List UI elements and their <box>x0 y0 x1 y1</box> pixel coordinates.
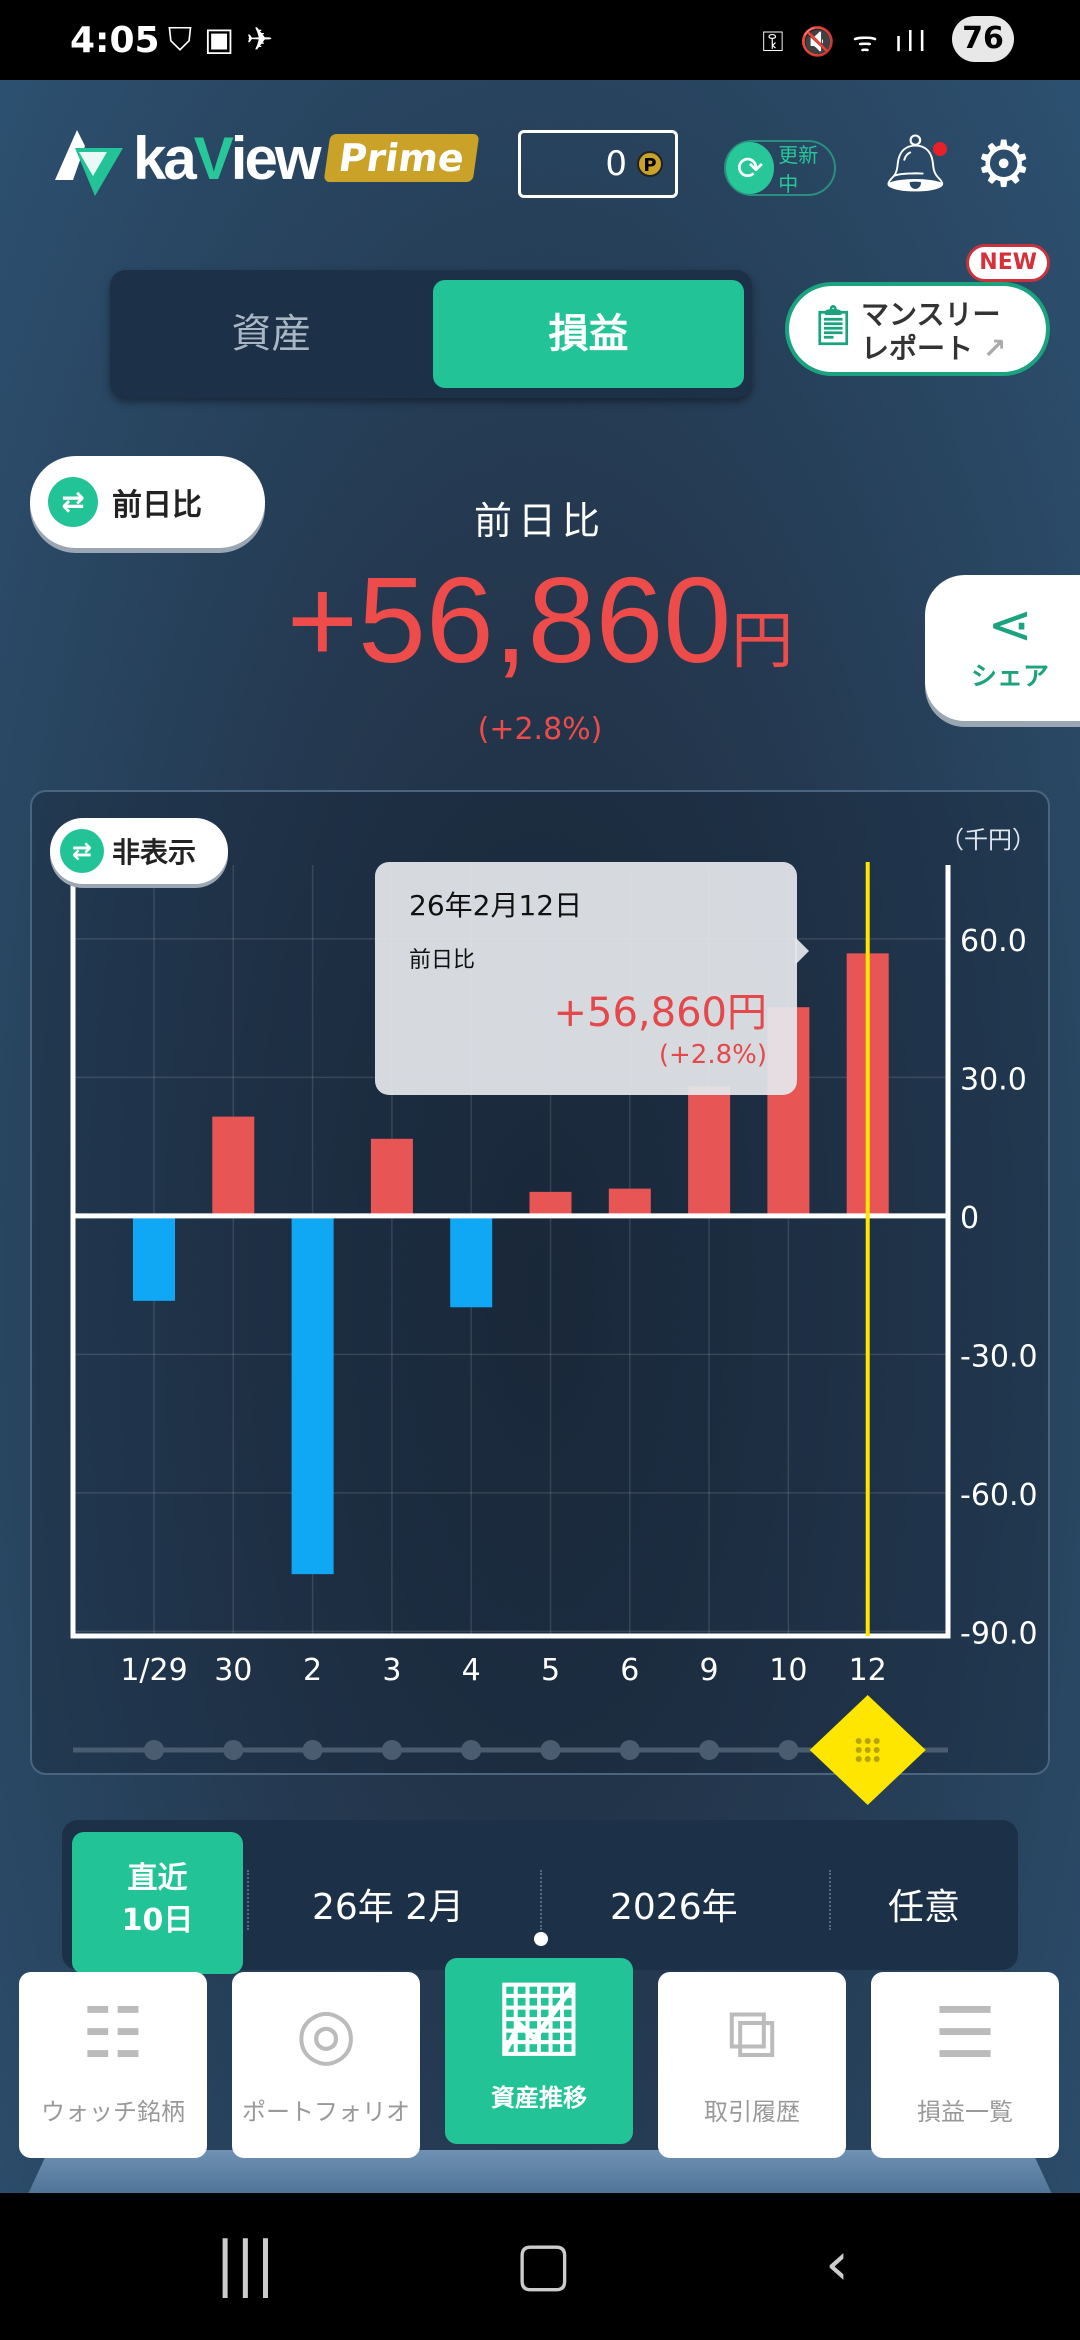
nav-pl-list[interactable]: ☰ 損益一覧 <box>871 1972 1059 2158</box>
refresh-icon: ⟳ <box>726 142 775 194</box>
monthly-report-label-2: レポート ↗ <box>861 332 1007 365</box>
tooltip-value: +56,860円 <box>553 990 767 1036</box>
list-icon: ☰ <box>933 1992 997 2074</box>
system-icons: ⚿ 🔇 ᯤ ıll <box>762 25 930 58</box>
compare-mode-toggle[interactable]: ⇄ 前日比 <box>30 456 265 548</box>
status-time: 4:05 <box>70 20 160 61</box>
hide-amount-label: 非表示 <box>112 836 197 869</box>
nav-trade-history[interactable]: ⧉ 取引履歴 <box>658 1972 846 2158</box>
status-bar: 4:05 ⛉▣✈ ⚿ 🔇 ᯤ ıll 76 <box>0 0 1080 80</box>
share-icon: ⋖ <box>987 593 1033 656</box>
prime-badge: Prime <box>323 134 479 182</box>
swap-icon: ⇄ <box>60 829 104 873</box>
auto-update-toggle[interactable]: ⟳ 更新中 <box>724 140 836 196</box>
divider <box>540 1870 542 1930</box>
system-nav-bar: ||| ▢ ‹ <box>0 2193 1080 2340</box>
chart-tooltip: 26年2月12日 前日比 +56,860円 (+2.8%) <box>375 862 809 1095</box>
share-label: シェア <box>970 662 1049 692</box>
update-label: 更新中 <box>778 143 819 196</box>
external-link-icon: ↗ <box>982 332 1007 365</box>
portfolio-icon: ◎ <box>295 1992 357 2074</box>
tab-assets[interactable]: 資産 <box>231 311 312 357</box>
compare-mode-label: 前日比 <box>112 488 202 523</box>
period-selector: 直近 10日 26年 2月 2026年 任意 <box>62 1820 1018 1974</box>
period-month[interactable]: 26年 2月 <box>312 1887 465 1928</box>
watchlist-icon: ☷ <box>81 1992 145 2074</box>
battery-indicator: 76 <box>952 16 1014 62</box>
notification-bell-icon[interactable]: 🔔︎ <box>880 131 952 196</box>
unread-dot <box>933 142 948 156</box>
swap-icon: ⇄ <box>48 477 98 527</box>
app-logo: kaView Prime <box>45 118 479 198</box>
nav-watchlist[interactable]: ☷ ウォッチ銘柄 <box>19 1972 207 2158</box>
tooltip-label: 前日比 <box>409 948 476 973</box>
summary-value: +56,860円 <box>286 552 794 688</box>
monthly-report-button[interactable]: 📋︎ マンスリー レポート ↗ NEW <box>785 244 1050 376</box>
logo-mark-icon <box>55 130 123 196</box>
recent-apps-button[interactable]: ||| <box>215 2229 276 2299</box>
notification-icons: ⛉▣✈ <box>168 20 286 58</box>
tooltip-percent: (+2.8%) <box>658 1040 767 1070</box>
history-icon: ⧉ <box>727 1992 777 2074</box>
period-custom[interactable]: 任意 <box>888 1887 961 1928</box>
nav-asset-trend[interactable]: 📈︎ 資産推移 <box>445 1958 633 2144</box>
points-balance[interactable]: 0 P <box>518 130 678 198</box>
share-button[interactable]: ⋖ シェア <box>925 575 1080 721</box>
nav-portfolio[interactable]: ◎ ポートフォリオ <box>232 1972 420 2158</box>
settings-gear-icon[interactable]: ⚙ <box>975 128 1033 202</box>
chart-trend-icon: 📈︎ <box>494 1978 584 2060</box>
clipboard-icon: 📋︎ <box>809 303 858 347</box>
page-indicator-dot <box>534 1932 548 1946</box>
points-icon: P <box>637 151 663 177</box>
summary-percent: (+2.8%) <box>477 712 603 747</box>
home-button[interactable]: ▢ <box>515 2229 572 2299</box>
points-value: 0 <box>605 144 627 184</box>
period-recent-10-days[interactable]: 直近 10日 <box>72 1832 243 1974</box>
hide-amount-toggle[interactable]: ⇄ 非表示 <box>50 818 228 884</box>
view-segmented-control: 資産 損益 <box>110 270 752 398</box>
monthly-report-label-1: マンスリー <box>861 298 1001 331</box>
new-badge: NEW <box>966 244 1050 282</box>
back-button[interactable]: ‹ <box>825 2229 849 2299</box>
divider <box>247 1870 249 1930</box>
tab-profit-loss[interactable]: 損益 <box>433 280 744 388</box>
period-year[interactable]: 2026年 <box>610 1887 738 1928</box>
tooltip-date: 26年2月12日 <box>409 889 583 922</box>
y-axis-unit: （千円） <box>940 826 1036 854</box>
logo-wordmark: kaView <box>133 124 321 192</box>
summary-title: 前日比 <box>473 499 606 543</box>
divider <box>829 1870 831 1930</box>
